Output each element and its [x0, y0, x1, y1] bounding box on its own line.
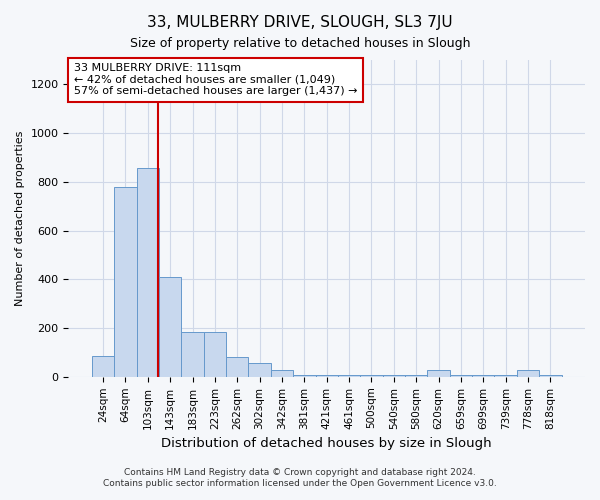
Bar — [472, 375, 494, 377]
Bar — [271, 370, 293, 377]
Bar — [181, 332, 204, 377]
Bar — [360, 375, 383, 377]
Bar — [517, 370, 539, 377]
Bar — [137, 168, 159, 377]
Bar — [204, 332, 226, 377]
Bar — [159, 277, 181, 377]
Bar — [114, 186, 137, 377]
Bar — [427, 370, 450, 377]
Bar — [316, 375, 338, 377]
Text: 33, MULBERRY DRIVE, SLOUGH, SL3 7JU: 33, MULBERRY DRIVE, SLOUGH, SL3 7JU — [147, 15, 453, 30]
Bar — [539, 375, 562, 377]
Bar — [226, 358, 248, 377]
Bar — [494, 375, 517, 377]
Bar — [450, 375, 472, 377]
Bar — [405, 375, 427, 377]
Bar — [92, 356, 114, 377]
Text: Contains HM Land Registry data © Crown copyright and database right 2024.
Contai: Contains HM Land Registry data © Crown c… — [103, 468, 497, 487]
Text: Size of property relative to detached houses in Slough: Size of property relative to detached ho… — [130, 38, 470, 51]
Text: 33 MULBERRY DRIVE: 111sqm
← 42% of detached houses are smaller (1,049)
57% of se: 33 MULBERRY DRIVE: 111sqm ← 42% of detac… — [74, 63, 357, 96]
Bar — [383, 375, 405, 377]
Bar — [248, 364, 271, 377]
Bar — [293, 375, 316, 377]
Bar — [338, 375, 360, 377]
X-axis label: Distribution of detached houses by size in Slough: Distribution of detached houses by size … — [161, 437, 492, 450]
Y-axis label: Number of detached properties: Number of detached properties — [15, 130, 25, 306]
